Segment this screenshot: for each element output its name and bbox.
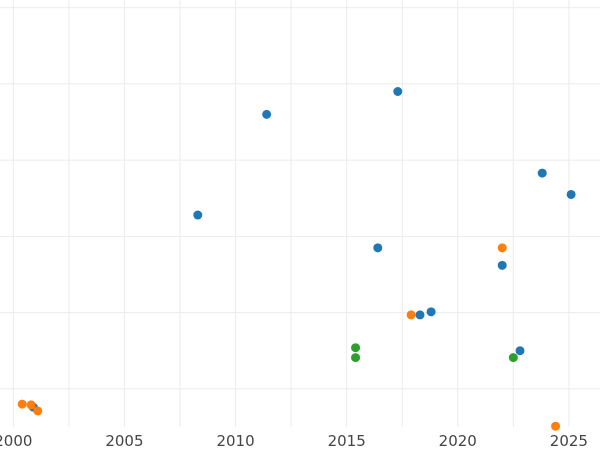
data-point	[351, 353, 361, 363]
x-tick-label: 2020	[439, 432, 477, 450]
data-point	[497, 243, 507, 253]
x-tick-label: 2025	[550, 432, 588, 450]
data-point	[17, 399, 27, 409]
data-points	[17, 87, 576, 431]
data-point	[415, 310, 425, 320]
data-point	[508, 353, 518, 363]
data-point	[373, 243, 383, 253]
data-point	[351, 343, 361, 353]
data-point	[193, 210, 203, 220]
x-tick-label: 2005	[105, 432, 143, 450]
x-tick-label: 2000	[0, 432, 32, 450]
data-point	[262, 109, 272, 119]
data-point	[393, 87, 403, 96]
data-point	[497, 260, 507, 270]
data-point	[515, 346, 525, 356]
data-point	[566, 189, 576, 199]
x-tick-labels: 2000 2005 2010 2015 2020 2025	[0, 432, 588, 450]
data-point	[426, 307, 436, 317]
data-point	[406, 310, 416, 320]
x-tick-label: 2010	[216, 432, 254, 450]
data-point	[33, 406, 43, 416]
x-tick-label: 2015	[328, 432, 366, 450]
data-point	[551, 421, 561, 431]
data-point	[537, 168, 547, 178]
grid	[0, 0, 600, 427]
data-point	[26, 400, 36, 410]
